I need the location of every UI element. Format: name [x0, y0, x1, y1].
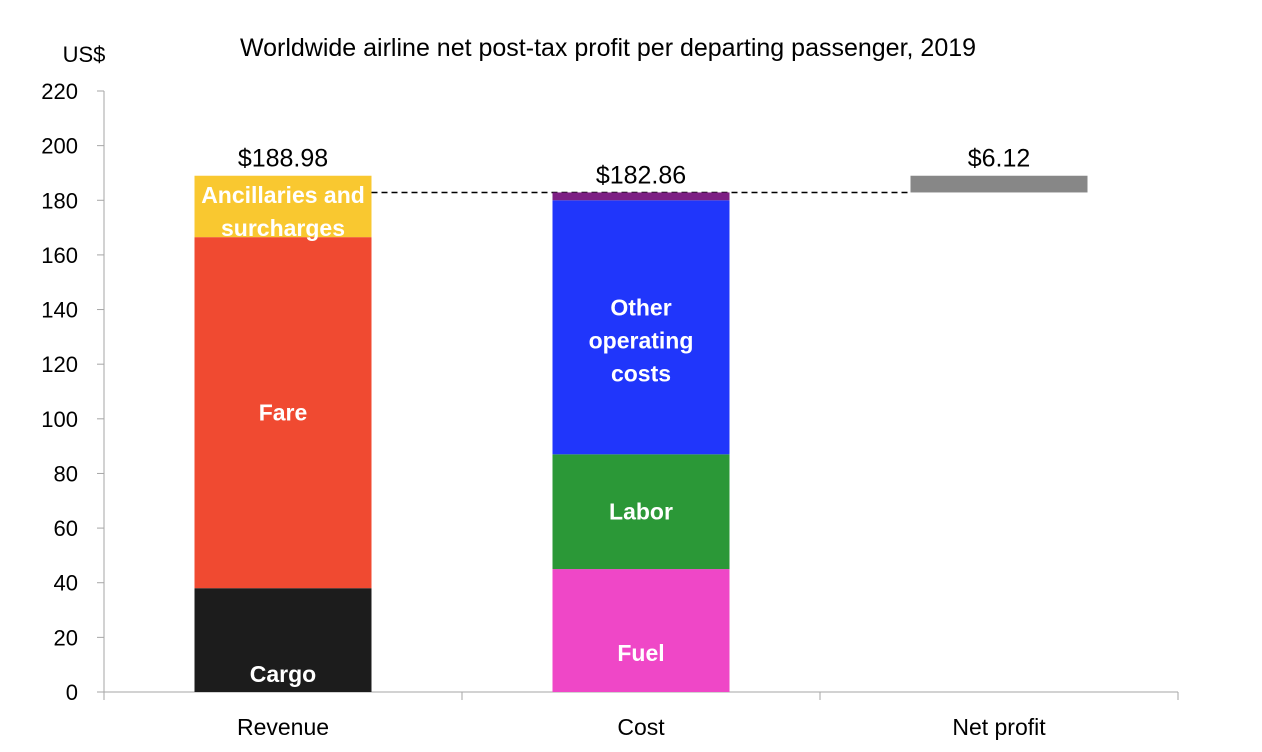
bar-segment [194, 237, 372, 589]
y-tick-label: 80 [54, 461, 78, 486]
bar-segment [194, 175, 372, 238]
y-tick-label: 60 [54, 516, 78, 541]
segment-label: operating [589, 327, 694, 353]
x-tick-label: Cost [617, 714, 665, 740]
bars [194, 175, 1088, 692]
y-tick-label: 40 [54, 571, 78, 596]
y-tick-label: 200 [41, 134, 78, 159]
x-tick-label: Net profit [952, 714, 1046, 740]
y-tick-label: 180 [41, 188, 78, 213]
total-value-label: $182.86 [596, 161, 686, 189]
x-tick-label: Revenue [237, 714, 329, 740]
segment-label: costs [611, 360, 671, 386]
total-value-label: $188.98 [238, 145, 328, 173]
y-tick-label: 20 [54, 625, 78, 650]
y-tick-label: 220 [41, 79, 78, 104]
y-tick-label: 160 [41, 243, 78, 268]
total-value-label: $6.12 [968, 145, 1031, 173]
axes: 0 20 40 60 80 100 120 140 160 180 200 220 Revenue Cos… [41, 79, 1179, 740]
segment-label: Fare [259, 400, 308, 426]
chart-title: Worldwide airline net post-tax profit pe… [240, 34, 976, 62]
segment-label: Ancillaries and [201, 182, 365, 208]
bar-segment [552, 454, 730, 570]
y-axis-unit-label: US$ [63, 42, 106, 67]
segment-label: Labor [609, 499, 673, 525]
y-tick-label: 100 [41, 407, 78, 432]
bar-segment [194, 588, 372, 692]
bar-segment [552, 569, 730, 692]
bar-segment [552, 192, 730, 201]
segment-label: surcharges [221, 215, 345, 241]
segment-label: Cargo [250, 661, 316, 687]
segment-label: Other [610, 294, 671, 320]
y-tick-label: 140 [41, 298, 78, 323]
y-tick-label: 120 [41, 352, 78, 377]
segment-label: Fuel [617, 640, 664, 666]
bar-segment [552, 200, 730, 455]
labels: Cargo Fare Ancillaries and surcharges $188.9… [201, 145, 1030, 687]
y-tick-label: 0 [66, 680, 78, 705]
bar-segment [910, 175, 1088, 193]
